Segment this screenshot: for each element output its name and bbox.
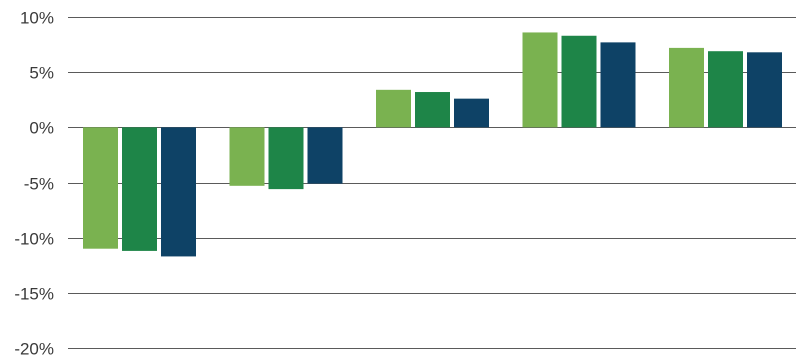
bar (122, 127, 157, 251)
bar (747, 52, 782, 128)
bars (83, 32, 782, 257)
bar (376, 89, 411, 128)
y-tick-label: -15% (14, 285, 54, 304)
bar (561, 35, 597, 128)
bar (522, 32, 558, 128)
bar (454, 98, 489, 128)
bar (229, 127, 265, 186)
bar (161, 127, 196, 257)
bar (268, 127, 304, 190)
y-tick-label: 0% (29, 119, 54, 138)
y-tick-label: 5% (29, 64, 54, 83)
y-axis-ticks: 10% 5% 0% -5% -10% -15% -20% (14, 9, 54, 358)
y-tick-label: -10% (14, 230, 54, 249)
y-tick-label: -20% (14, 340, 54, 358)
bar (307, 127, 343, 184)
bar (83, 127, 118, 249)
y-tick-label: -5% (24, 175, 54, 194)
bar (669, 47, 704, 128)
bar (600, 42, 636, 128)
bar (708, 51, 743, 128)
y-tick-label: 10% (20, 9, 54, 28)
bar (415, 92, 450, 128)
